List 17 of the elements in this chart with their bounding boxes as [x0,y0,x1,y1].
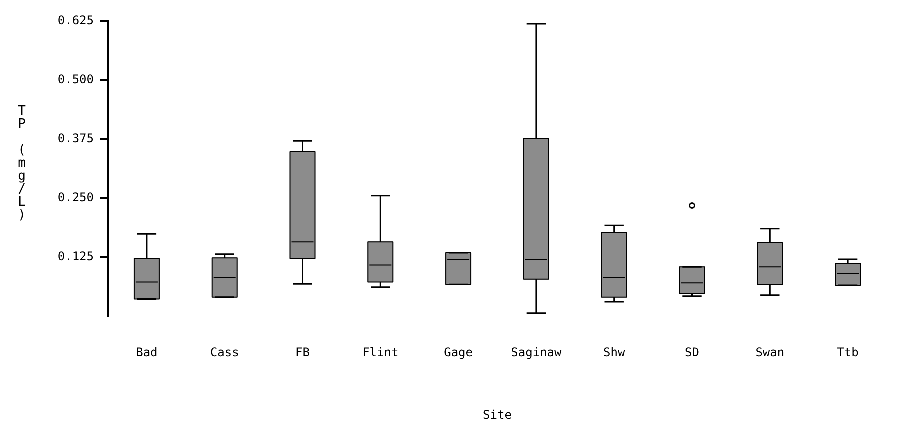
y-tick-label: 0.250 [58,190,94,204]
x-tick-label: FB [296,346,310,360]
x-tick-label: Swan [756,346,785,360]
x-tick-label: Bad [136,346,158,360]
y-tick-label: 0.625 [58,13,94,28]
y-tick-label: 0.125 [58,249,94,264]
y-tick-label: 0.375 [58,131,94,146]
x-tick-label: SD [685,346,700,360]
x-tick-label: Flint [362,346,399,360]
x-tick-label: Gage [444,346,474,360]
y-axis-title: TP (mg/L) [18,104,26,224]
x-tick-label: Ttb [837,346,859,360]
x-tick-label: Cass [210,346,240,360]
x-axis-title: Site [483,408,512,422]
x-tick-label: Shw [604,346,626,360]
y-tick-label: 0.500 [58,72,94,86]
x-tick-label: Saginaw [511,346,563,360]
